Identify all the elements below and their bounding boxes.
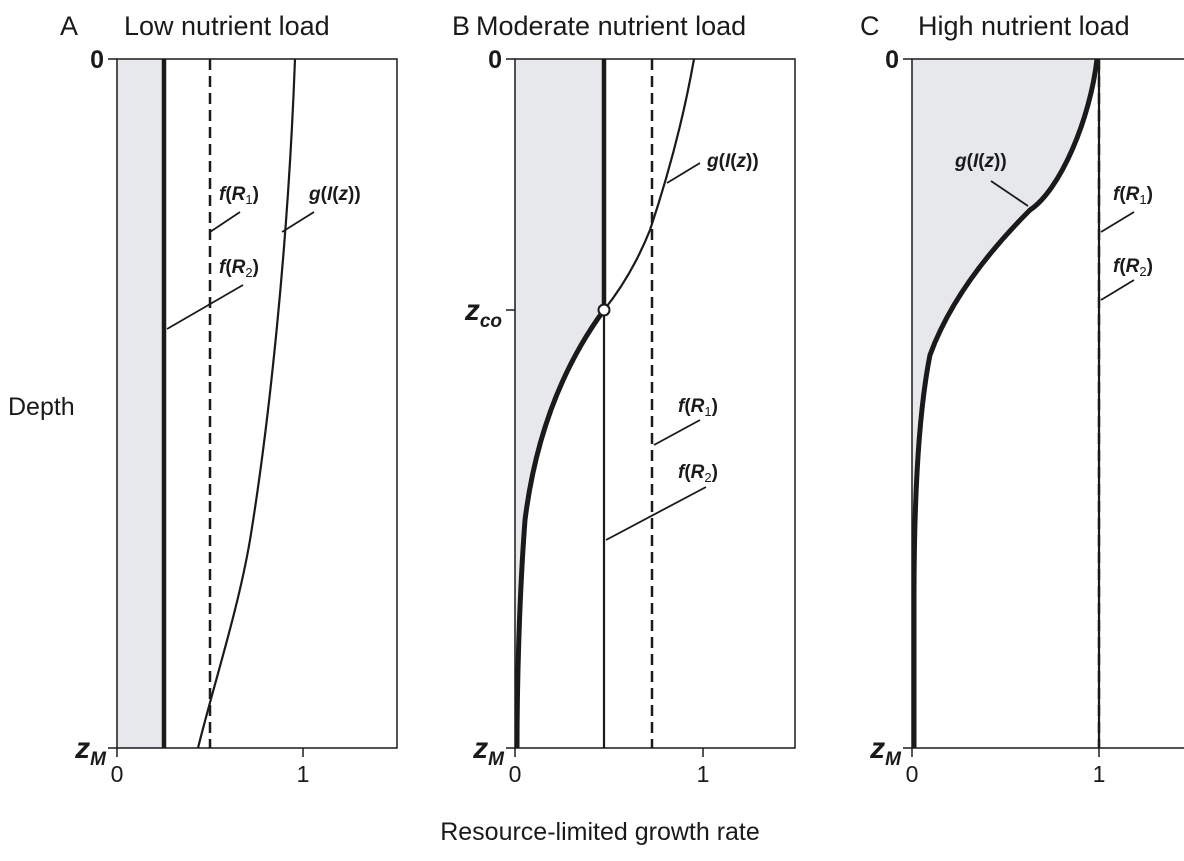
panel-b-ytick-label-zco: zco	[464, 294, 502, 332]
panel-b-f-r1-label: f(R1)	[678, 396, 718, 419]
panel-a-ytick-label-bottom: zM	[74, 732, 107, 770]
panel-b-title: Moderate nutrient load	[476, 11, 746, 41]
panel-a-g-leader	[281, 211, 315, 233]
panel-c-f-r1-leader	[1100, 211, 1135, 233]
panel-c-shading	[912, 59, 1097, 748]
panel-c: 0 zM 0 1 C High nutrient load g(I(z)) f(…	[860, 11, 1184, 787]
panel-a-title: Low nutrient load	[124, 11, 330, 41]
panel-b-xtick-label-1: 1	[697, 761, 710, 787]
panel-a-ytick-label-top: 0	[90, 46, 104, 74]
panel-b-g-curve-lower	[514, 308, 607, 749]
panel-a-xtick-label-1: 1	[297, 761, 310, 787]
panel-c-f-r2-label: f(R2)	[1113, 256, 1153, 279]
panel-b: 0 zco zM 0 1 B Moderate nutrient load g(…	[452, 11, 796, 787]
panel-b-f-r2-label: f(R2)	[678, 462, 718, 485]
panel-a-f-r1-leader	[209, 211, 241, 233]
panel-c-f-r1-label: f(R1)	[1113, 184, 1153, 207]
panel-c-xtick-label-1: 1	[1093, 761, 1106, 787]
panel-c-g-label: g(I(z))	[954, 151, 1007, 172]
panel-a-shading	[117, 59, 164, 748]
panel-b-shading	[515, 59, 604, 748]
panel-c-g-curve	[911, 58, 1100, 748]
panel-b-frame	[514, 58, 796, 749]
panel-a-g-label: g(I(z))	[308, 184, 361, 205]
panel-b-crossover-point	[597, 303, 611, 317]
panel-c-g-leader	[990, 180, 1029, 207]
panel-a-f-r2-leader	[166, 284, 244, 330]
panel-b-g-label: g(I(z))	[706, 151, 759, 172]
panel-b-g-leader	[666, 162, 701, 184]
panel-b-f-r2-leader	[605, 486, 707, 541]
panel-c-title: High nutrient load	[918, 11, 1130, 41]
panel-b-ytick-label-top: 0	[488, 46, 502, 74]
panel-a-f-r2-label: f(R2)	[219, 257, 259, 280]
panel-c-frame	[911, 58, 1184, 749]
panel-a-frame	[116, 58, 398, 749]
panel-b-xtick-label-0: 0	[509, 761, 522, 787]
panel-b-g-curve-upper	[603, 58, 696, 311]
panel-a-letter: A	[60, 11, 78, 41]
panel-a-g-curve	[196, 58, 297, 749]
y-axis-label: Depth	[8, 393, 75, 421]
panel-c-ytick-label-bottom: zM	[869, 732, 902, 770]
panel-c-letter: C	[860, 11, 880, 41]
panel-c-xtick-label-0: 0	[906, 761, 919, 787]
panel-b-f-r1-leader	[653, 419, 701, 446]
panel-b-letter: B	[452, 11, 470, 41]
panel-a: 0 zM 0 1 A Low nutrient load f(R1) g(I(z…	[60, 11, 398, 787]
panel-c-ytick-label-top: 0	[885, 46, 899, 74]
x-axis-label: Resource-limited growth rate	[440, 818, 760, 846]
panel-a-xtick-label-0: 0	[111, 761, 124, 787]
panel-b-ytick-label-bottom: zM	[472, 732, 505, 770]
panel-c-f-r2-leader	[1100, 279, 1135, 301]
panel-a-f-r1-label: f(R1)	[219, 184, 259, 207]
